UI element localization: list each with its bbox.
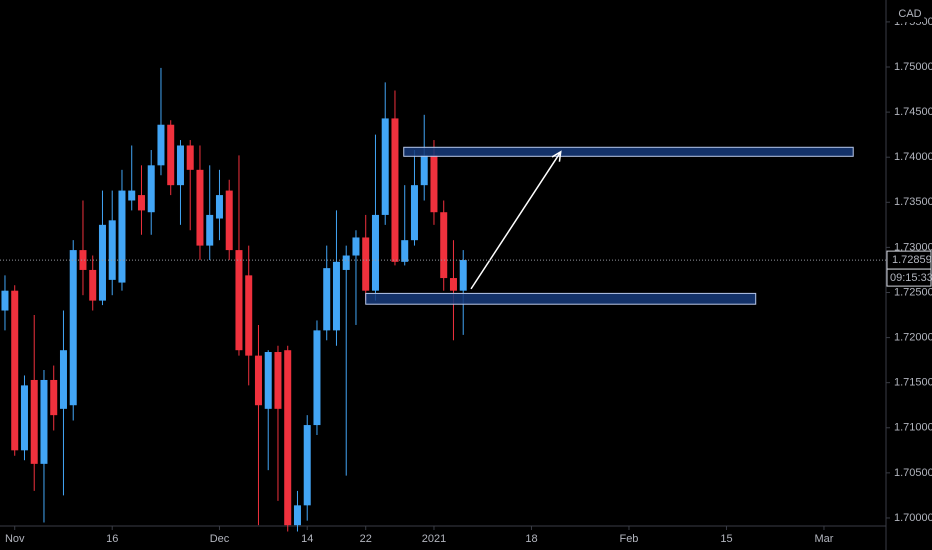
arrow-head: [551, 150, 562, 162]
candle-body: [245, 275, 253, 356]
candle-body: [440, 212, 448, 279]
candle-body: [118, 190, 126, 283]
candle-body: [215, 195, 223, 219]
currency-box: [894, 5, 924, 22]
candle-body: [284, 350, 292, 526]
candle-body: [30, 379, 38, 464]
candle-body: [391, 118, 399, 262]
candle-body: [167, 124, 175, 186]
candle-body: [69, 250, 77, 406]
candle-body: [40, 379, 48, 464]
candle-body: [1, 290, 9, 311]
candle-body: [274, 352, 282, 409]
candle-body: [293, 505, 301, 526]
countdown-label: 09:15:33: [890, 272, 932, 284]
candle-body: [206, 214, 214, 246]
candle-body: [79, 250, 87, 270]
candle-body: [410, 185, 418, 241]
y-tick-label: 1.73000: [894, 241, 932, 253]
candle-body: [371, 214, 379, 291]
candle-body: [459, 260, 467, 291]
y-tick-label: 1.75000: [894, 61, 932, 73]
x-tick-label: 16: [106, 533, 118, 545]
arrow-line: [470, 151, 562, 290]
x-tick-label: Mar: [814, 533, 833, 545]
candle-body: [11, 290, 19, 451]
x-tick-label: 18: [525, 533, 537, 545]
candle-body: [342, 255, 350, 270]
candle-body: [108, 220, 116, 280]
candle-body: [264, 352, 272, 409]
candle-body: [381, 118, 389, 215]
y-tick-label: 1.73500: [894, 196, 932, 208]
current-price-label: 1.72859: [892, 254, 932, 266]
candle-body: [20, 385, 28, 451]
x-tick-label: 14: [301, 533, 313, 545]
candle-body: [59, 350, 67, 409]
candle-body: [420, 155, 428, 186]
candle-body: [225, 190, 233, 251]
y-tick-label: 1.71500: [894, 377, 932, 389]
y-tick-label: 1.74500: [894, 106, 932, 118]
candle-body: [186, 145, 194, 170]
y-tick-label: 1.72500: [894, 286, 932, 298]
axes: 1.70000 1.70500 1.71000 1.71500 1.72000 1.725…: [5, 16, 932, 545]
candle-body: [313, 330, 321, 426]
candle-body: [430, 155, 438, 213]
candle-body: [196, 169, 204, 246]
y-tick-label: 1.71000: [894, 422, 932, 434]
candle-body: [89, 269, 97, 301]
x-tick-label: Dec: [210, 533, 230, 545]
candle-body: [323, 268, 331, 331]
candle-body: [176, 145, 184, 186]
candle-body: [147, 165, 155, 213]
candle-body: [303, 425, 311, 506]
candle-body: [235, 250, 243, 351]
candle-body: [137, 195, 145, 211]
x-tick-label: Feb: [619, 533, 638, 545]
candle-body: [50, 379, 58, 416]
x-tick-label: Nov: [5, 533, 25, 545]
y-tick-label: 1.70500: [894, 467, 932, 479]
zone: [365, 292, 757, 305]
currency-label: CAD: [898, 8, 921, 20]
zone: [403, 146, 854, 157]
plot-area: [0, 67, 886, 532]
y-tick-label: 1.70000: [894, 512, 932, 524]
x-tick-label: 15: [720, 533, 732, 545]
y-tick-label: 1.72000: [894, 331, 932, 343]
candle-body: [128, 190, 136, 201]
candle-body: [401, 240, 409, 262]
candle-body: [352, 237, 360, 256]
candle-body: [362, 237, 370, 291]
candle-body: [98, 224, 106, 301]
candle-body: [254, 355, 262, 406]
y-tick-label: 1.74000: [894, 151, 932, 163]
x-tick-label: 2021: [422, 533, 446, 545]
countdown-box: [886, 268, 932, 287]
candle-body: [449, 278, 457, 291]
x-tick-label: 22: [360, 533, 372, 545]
candle-body: [157, 124, 165, 166]
candle-body: [332, 261, 340, 331]
